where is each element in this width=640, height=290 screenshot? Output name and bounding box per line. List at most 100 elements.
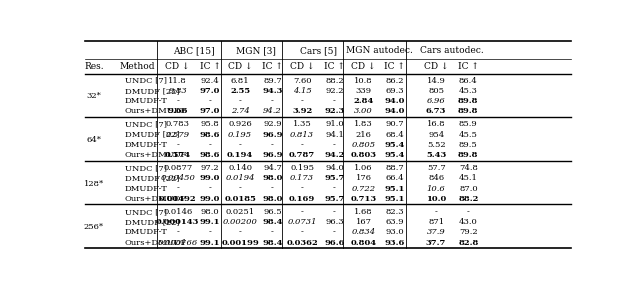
Text: -: - bbox=[239, 141, 242, 149]
Text: Res.: Res. bbox=[84, 62, 104, 71]
Text: 4.15: 4.15 bbox=[293, 87, 312, 95]
Text: -: - bbox=[209, 141, 211, 149]
Text: 92.2: 92.2 bbox=[325, 87, 344, 95]
Text: 5.52: 5.52 bbox=[427, 141, 445, 149]
Text: 10.8: 10.8 bbox=[355, 77, 373, 85]
Text: UNDC [7]: UNDC [7] bbox=[125, 120, 166, 128]
Text: -: - bbox=[301, 185, 303, 193]
Text: 97.0: 97.0 bbox=[200, 107, 220, 115]
Text: Ours+DMUDF: Ours+DMUDF bbox=[125, 239, 187, 247]
Text: 846: 846 bbox=[428, 174, 444, 182]
Text: 32*: 32* bbox=[86, 92, 101, 100]
Text: IC ↑: IC ↑ bbox=[324, 62, 345, 71]
Text: 0.0877: 0.0877 bbox=[163, 164, 193, 172]
Text: CD ↓: CD ↓ bbox=[424, 62, 449, 71]
Text: 89.5: 89.5 bbox=[459, 141, 477, 149]
Text: 93.0: 93.0 bbox=[385, 229, 404, 236]
Text: 216: 216 bbox=[356, 130, 372, 139]
Text: MGN [3]: MGN [3] bbox=[236, 46, 276, 55]
Text: 37.7: 37.7 bbox=[426, 239, 446, 247]
Text: 82.3: 82.3 bbox=[385, 208, 404, 216]
Text: 57.7: 57.7 bbox=[427, 164, 445, 172]
Text: DMUDF [22]: DMUDF [22] bbox=[125, 130, 179, 139]
Text: Cars autodec.: Cars autodec. bbox=[420, 46, 484, 55]
Text: -: - bbox=[239, 185, 242, 193]
Text: -: - bbox=[435, 208, 438, 216]
Text: 95.7: 95.7 bbox=[324, 174, 344, 182]
Text: 99.0: 99.0 bbox=[200, 195, 220, 203]
Text: -: - bbox=[209, 185, 211, 193]
Text: 0.194: 0.194 bbox=[227, 151, 253, 159]
Text: 0.574: 0.574 bbox=[164, 151, 191, 159]
Text: CD ↓: CD ↓ bbox=[290, 62, 314, 71]
Text: 871: 871 bbox=[428, 218, 444, 226]
Text: 1.06: 1.06 bbox=[355, 164, 373, 172]
Text: 0.805: 0.805 bbox=[351, 141, 376, 149]
Text: -: - bbox=[333, 208, 336, 216]
Text: 89.8: 89.8 bbox=[458, 97, 479, 105]
Text: DMUDF [22]: DMUDF [22] bbox=[125, 87, 179, 95]
Text: 86.4: 86.4 bbox=[459, 77, 477, 85]
Text: 176: 176 bbox=[356, 174, 372, 182]
Text: 95.4: 95.4 bbox=[384, 141, 404, 149]
Text: 96.9: 96.9 bbox=[262, 151, 283, 159]
Text: 99.1: 99.1 bbox=[200, 218, 220, 226]
Text: 6.81: 6.81 bbox=[231, 77, 250, 85]
Text: 98.4: 98.4 bbox=[262, 239, 283, 247]
Text: -: - bbox=[239, 97, 242, 105]
Text: 68.4: 68.4 bbox=[385, 130, 404, 139]
Text: 0.783: 0.783 bbox=[166, 120, 189, 128]
Text: 94.0: 94.0 bbox=[325, 164, 344, 172]
Text: 63.9: 63.9 bbox=[385, 218, 404, 226]
Text: 97.0: 97.0 bbox=[200, 87, 220, 95]
Text: Method: Method bbox=[119, 62, 155, 71]
Text: 256*: 256* bbox=[84, 223, 104, 231]
Text: DMUDF-T: DMUDF-T bbox=[125, 141, 168, 149]
Text: DMUDF-T: DMUDF-T bbox=[125, 185, 168, 193]
Text: 89.7: 89.7 bbox=[263, 77, 282, 85]
Text: 5.43: 5.43 bbox=[426, 151, 446, 159]
Text: IC ↑: IC ↑ bbox=[262, 62, 283, 71]
Text: IC ↑: IC ↑ bbox=[384, 62, 405, 71]
Text: 0.195: 0.195 bbox=[290, 164, 314, 172]
Text: 45.1: 45.1 bbox=[459, 174, 478, 182]
Text: 954: 954 bbox=[428, 130, 444, 139]
Text: 0.713: 0.713 bbox=[351, 195, 377, 203]
Text: 10.0: 10.0 bbox=[426, 195, 446, 203]
Text: 7.60: 7.60 bbox=[293, 77, 312, 85]
Text: 0.00450: 0.00450 bbox=[160, 174, 195, 182]
Text: 0.803: 0.803 bbox=[351, 151, 377, 159]
Text: 94.0: 94.0 bbox=[384, 97, 404, 105]
Text: 91.0: 91.0 bbox=[325, 120, 344, 128]
Text: 88.2: 88.2 bbox=[458, 195, 479, 203]
Text: 167: 167 bbox=[356, 218, 372, 226]
Text: 89.8: 89.8 bbox=[458, 151, 479, 159]
Text: 87.0: 87.0 bbox=[459, 185, 477, 193]
Text: DMUDF-T: DMUDF-T bbox=[125, 97, 168, 105]
Text: 98.6: 98.6 bbox=[200, 130, 220, 139]
Text: 6.96: 6.96 bbox=[427, 97, 445, 105]
Text: 0.0185: 0.0185 bbox=[224, 195, 256, 203]
Text: 6.73: 6.73 bbox=[426, 107, 446, 115]
Text: 94.3: 94.3 bbox=[262, 87, 283, 95]
Text: DMUDF-T: DMUDF-T bbox=[125, 229, 168, 236]
Text: -: - bbox=[239, 229, 242, 236]
Text: -: - bbox=[467, 208, 470, 216]
Text: 11.8: 11.8 bbox=[168, 77, 187, 85]
Text: 9.66: 9.66 bbox=[168, 107, 188, 115]
Text: -: - bbox=[333, 185, 336, 193]
Text: 90.7: 90.7 bbox=[385, 120, 404, 128]
Text: -: - bbox=[301, 97, 303, 105]
Text: 99.1: 99.1 bbox=[200, 239, 220, 247]
Text: 95.1: 95.1 bbox=[384, 185, 404, 193]
Text: 96.3: 96.3 bbox=[325, 218, 344, 226]
Text: 0.0362: 0.0362 bbox=[286, 239, 318, 247]
Text: 0.787: 0.787 bbox=[289, 151, 316, 159]
Text: 0.195: 0.195 bbox=[228, 130, 252, 139]
Text: 0.169: 0.169 bbox=[289, 195, 316, 203]
Text: 16.8: 16.8 bbox=[427, 120, 445, 128]
Text: 89.8: 89.8 bbox=[458, 107, 479, 115]
Text: -: - bbox=[271, 185, 274, 193]
Text: 1.35: 1.35 bbox=[293, 120, 312, 128]
Text: 45.3: 45.3 bbox=[459, 87, 478, 95]
